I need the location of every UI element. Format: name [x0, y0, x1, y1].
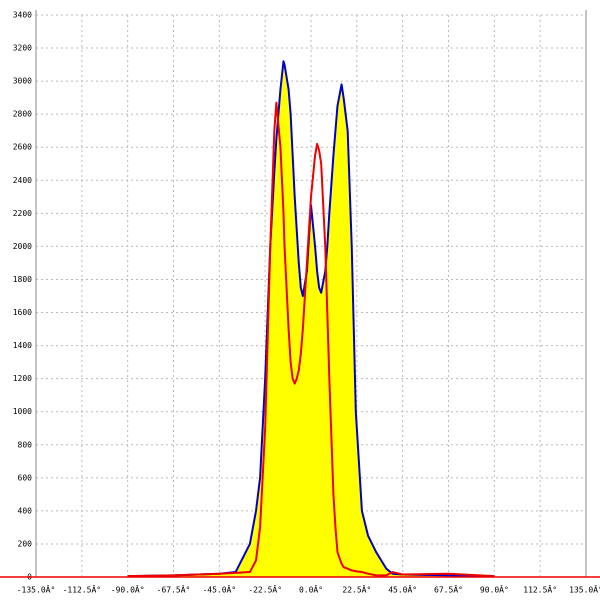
x-tick-label: -45.0Â°: [202, 584, 236, 595]
line: [127, 101, 495, 578]
y-tick-label: 2000: [13, 242, 32, 251]
y-tick-label: 400: [18, 506, 33, 515]
x-tick-label: 135.0Â°: [569, 584, 600, 595]
y-tick-label: 600: [18, 473, 33, 482]
x-tick-label: 67.5Â°: [434, 584, 463, 595]
y-tick-label: 2600: [13, 143, 32, 152]
y-tick-label: 3400: [13, 11, 32, 20]
y-tick-label: 3000: [13, 77, 32, 86]
x-tick-label: -112.5Â°: [63, 584, 102, 595]
y-tick-label: 3200: [13, 44, 32, 53]
x-tick-label: 90.0Â°: [480, 584, 509, 595]
x-tick-label: 45.0Â°: [388, 584, 417, 595]
y-tick-label: 1600: [13, 308, 32, 317]
y-tick-label: 800: [18, 440, 33, 449]
x-tick-label: 112.5Â°: [523, 584, 557, 595]
x-tick-label: -67.5Â°: [157, 584, 191, 595]
y-tick-label: 1800: [13, 275, 32, 284]
y-tick-label: 2200: [13, 209, 32, 218]
x-tick-label: -90.0Â°: [111, 584, 145, 595]
y-tick-label: 1200: [13, 374, 32, 383]
y-tick-label: 1400: [13, 341, 32, 350]
y-tick-label: 2800: [13, 110, 32, 119]
area: [127, 61, 495, 578]
x-tick-label: -135.0Â°: [17, 584, 56, 595]
x-tick-label: -22.5Â°: [248, 584, 282, 595]
y-tick-label: 1000: [13, 407, 32, 416]
y-tick-label: 200: [18, 539, 33, 548]
x-tick-label: 22.5Â°: [342, 584, 371, 595]
x-tick-label: 0.0Â°: [299, 584, 323, 595]
y-tick-label: 2400: [13, 176, 32, 185]
